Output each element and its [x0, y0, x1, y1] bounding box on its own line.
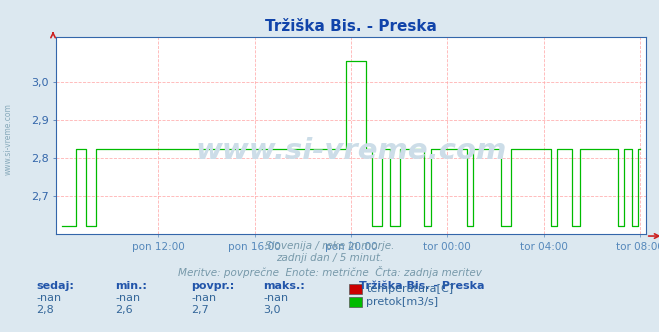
Text: maks.:: maks.:: [264, 281, 305, 290]
Text: pretok[m3/s]: pretok[m3/s]: [366, 297, 438, 307]
Text: -nan: -nan: [191, 293, 216, 303]
Text: temperatura[C]: temperatura[C]: [366, 284, 453, 294]
Text: 2,8: 2,8: [36, 305, 54, 315]
Text: www.si-vreme.com: www.si-vreme.com: [3, 104, 13, 175]
Text: 2,7: 2,7: [191, 305, 209, 315]
Title: Tržiška Bis. - Preska: Tržiška Bis. - Preska: [265, 19, 437, 34]
Text: Slovenija / reke in morje.: Slovenija / reke in morje.: [265, 241, 394, 251]
Text: zadnji dan / 5 minut.: zadnji dan / 5 minut.: [276, 253, 383, 263]
Text: -nan: -nan: [36, 293, 61, 303]
Text: 2,6: 2,6: [115, 305, 133, 315]
Text: -nan: -nan: [115, 293, 140, 303]
Text: min.:: min.:: [115, 281, 147, 290]
Text: www.si-vreme.com: www.si-vreme.com: [195, 137, 507, 165]
Text: -nan: -nan: [264, 293, 289, 303]
Text: Meritve: povprečne  Enote: metrične  Črta: zadnja meritev: Meritve: povprečne Enote: metrične Črta:…: [177, 266, 482, 278]
Text: sedaj:: sedaj:: [36, 281, 74, 290]
Text: 3,0: 3,0: [264, 305, 281, 315]
Text: Tržiška Bis. - Preska: Tržiška Bis. - Preska: [359, 281, 484, 290]
Text: povpr.:: povpr.:: [191, 281, 235, 290]
